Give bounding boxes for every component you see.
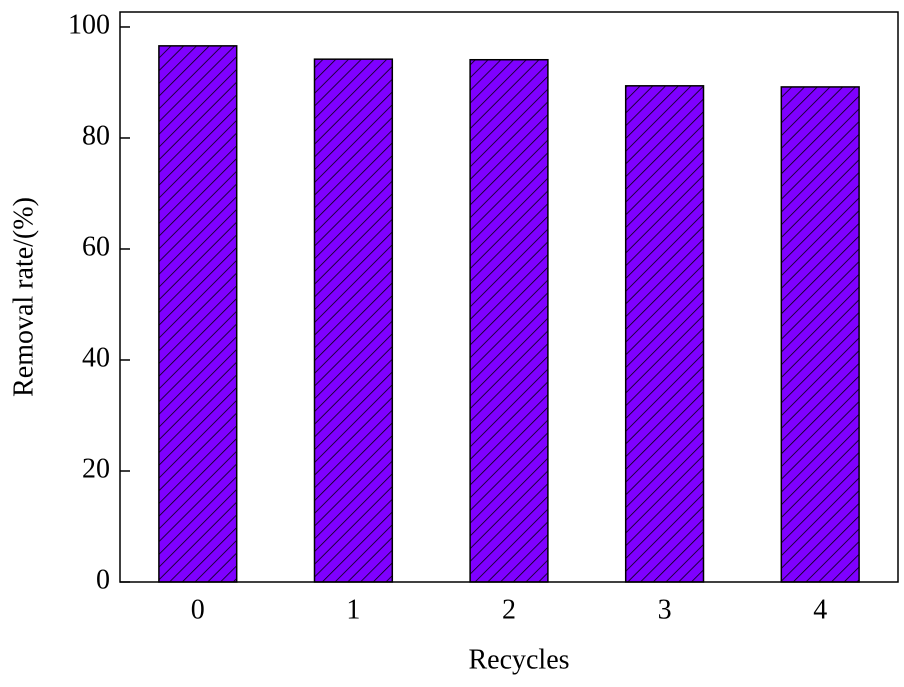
x-tick-label: 3 <box>658 594 672 625</box>
x-tick-label: 0 <box>191 594 205 625</box>
x-tick-label: 4 <box>813 594 827 625</box>
bar <box>313 58 394 583</box>
y-tick-label: 100 <box>68 9 110 40</box>
bar <box>158 45 238 583</box>
y-tick-label: 40 <box>82 342 110 373</box>
y-tick-label: 0 <box>96 564 110 595</box>
y-axis-label: Removal rate/(%) <box>8 197 39 397</box>
x-axis-label: Recycles <box>468 644 569 675</box>
y-tick-label: 80 <box>82 120 110 151</box>
y-tick-label: 20 <box>82 453 110 484</box>
x-tick-label: 1 <box>346 594 360 625</box>
bar <box>469 58 549 583</box>
x-tick-label: 2 <box>502 594 516 625</box>
bar <box>624 85 705 583</box>
plot-frame <box>119 11 899 583</box>
bar <box>780 86 860 583</box>
y-tick-label: 60 <box>82 231 110 262</box>
